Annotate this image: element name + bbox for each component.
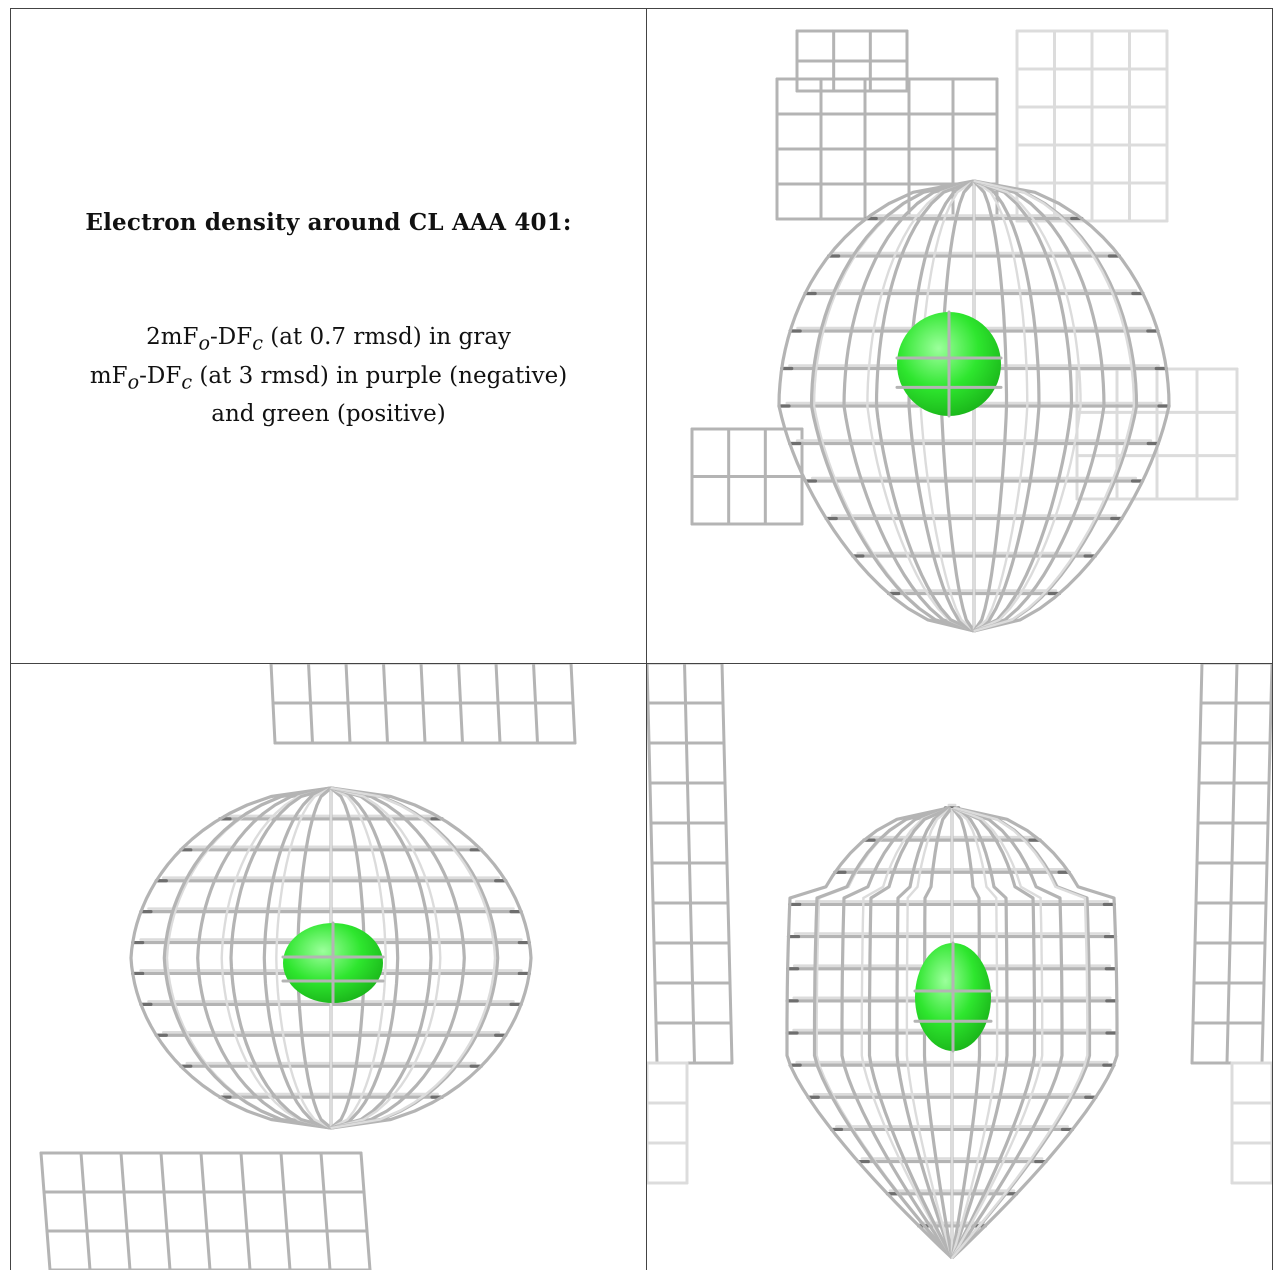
mesh-fragment-back <box>1015 29 1169 223</box>
mesh-strand <box>39 1151 52 1270</box>
mesh-view-bottom-right <box>647 663 1272 1260</box>
mesh-strand <box>840 806 954 1259</box>
mesh-strand <box>359 1151 372 1270</box>
chloride-sphere <box>281 921 385 1005</box>
caption-line-gray: 2mFo-DFc (at 0.7 rmsd) in gray <box>146 324 511 355</box>
mesh-strand <box>129 786 332 1130</box>
mesh-fragment-side-left <box>647 1061 689 1185</box>
mesh-strand <box>1225 663 1239 1065</box>
mesh-strand <box>330 786 387 1130</box>
mesh-strand <box>159 1151 172 1270</box>
mesh-fragment-bottom <box>39 1151 372 1270</box>
mesh-strand <box>330 786 466 1130</box>
caption-line-difference: mFo-DFc (at 3 rmsd) in purple (negative) <box>89 362 568 394</box>
mesh-strand <box>330 786 442 1130</box>
mesh-strand <box>972 179 1009 632</box>
mesh-strand <box>874 179 975 633</box>
mesh-strand <box>419 663 427 745</box>
mesh-strand <box>1260 663 1272 1065</box>
caption-line-green: and green (positive) <box>211 401 446 428</box>
mesh-strand <box>973 179 1041 633</box>
mesh-strand <box>239 1151 252 1270</box>
mesh-fragment-side-left <box>647 663 734 1065</box>
mesh-strand <box>1190 663 1204 1065</box>
mesh-strand <box>860 806 954 1259</box>
mesh-strand <box>950 806 1119 1260</box>
mesh-fragment-top <box>269 663 577 745</box>
density-view-top <box>647 8 1273 663</box>
mesh-strand <box>330 786 533 1130</box>
mesh-strand <box>973 179 1171 633</box>
mesh-view-top <box>690 29 1239 633</box>
mesh-strand <box>950 806 1037 1259</box>
mesh-strand <box>262 786 332 1130</box>
mesh-strand <box>867 806 954 1259</box>
mesh-strand <box>269 663 277 745</box>
mesh-strand <box>905 807 954 1259</box>
mesh-strand <box>973 179 1106 633</box>
caption: Electron density around CL AAA 401: 2mFo… <box>11 9 646 663</box>
mesh-strand <box>330 786 497 1130</box>
mesh-fragment-side-right <box>1230 1061 1272 1185</box>
mesh-strand <box>457 663 464 745</box>
mesh-strand <box>532 663 539 745</box>
mesh-strand <box>950 806 1064 1259</box>
mesh-strand <box>162 786 332 1130</box>
mesh-strand <box>220 786 332 1130</box>
mesh-strand <box>973 179 1136 633</box>
mesh-fragment-upper <box>795 29 909 93</box>
mesh-strand <box>307 663 314 745</box>
mesh-strand <box>973 179 1082 633</box>
mesh-strand <box>344 663 352 745</box>
mesh-strand <box>330 786 400 1130</box>
caption-title: Electron density around CL AAA 401: <box>85 209 572 236</box>
row-divider <box>10 663 1273 664</box>
mesh-strand <box>79 1151 92 1270</box>
mesh-strand <box>279 1151 292 1270</box>
chloride-sphere <box>913 941 993 1053</box>
mesh-strand <box>720 663 734 1065</box>
mesh-strand <box>842 179 975 633</box>
mesh-fragment-upper <box>775 77 999 221</box>
mesh-strand <box>199 1151 212 1270</box>
figure-grid: Electron density around CL AAA 401: 2mFo… <box>10 8 1273 1270</box>
mesh-strand <box>907 179 975 633</box>
mesh-strand <box>330 786 500 1130</box>
density-view-bottom-left <box>10 663 647 1270</box>
mesh-fragment-left <box>690 427 804 526</box>
mesh-strand <box>229 786 332 1130</box>
mesh-strand <box>950 806 1009 1259</box>
mesh-strand <box>895 806 954 1259</box>
mesh-strand <box>922 807 954 1259</box>
mesh-strand <box>777 179 975 633</box>
mesh-strand <box>319 1151 332 1270</box>
mesh-strand <box>494 663 502 745</box>
caption-panel: Electron density around CL AAA 401: 2mFo… <box>10 8 647 663</box>
density-cage <box>777 179 1171 633</box>
mesh-strand <box>785 806 954 1260</box>
mesh-strand <box>866 179 975 633</box>
mesh-strand <box>683 663 696 1065</box>
mesh-strand <box>809 179 975 633</box>
mesh-strand <box>382 663 389 745</box>
mesh-strand <box>973 179 1074 633</box>
mesh-strand <box>119 1151 132 1270</box>
density-view-bottom-right <box>647 663 1273 1270</box>
mesh-strand <box>330 786 433 1130</box>
mesh-strand <box>275 786 332 1130</box>
density-cage <box>129 786 533 1130</box>
mesh-strand <box>973 179 1139 633</box>
mesh-strand <box>951 806 1089 1259</box>
mesh-strand <box>812 806 954 1260</box>
mesh-strand <box>950 807 999 1259</box>
mesh-strand <box>973 180 1029 632</box>
caption-lines: 2mFo-DFc (at 0.7 rmsd) in gray mFo-DFc (… <box>11 321 646 431</box>
chloride-sphere <box>895 310 1003 418</box>
mesh-strand <box>950 806 1044 1259</box>
mesh-strand <box>569 663 577 745</box>
mesh-view-bottom-left <box>39 663 577 1270</box>
mesh-strand <box>647 663 659 1065</box>
mesh-fragment-side-right <box>1190 663 1272 1065</box>
mesh-strand <box>196 786 332 1130</box>
